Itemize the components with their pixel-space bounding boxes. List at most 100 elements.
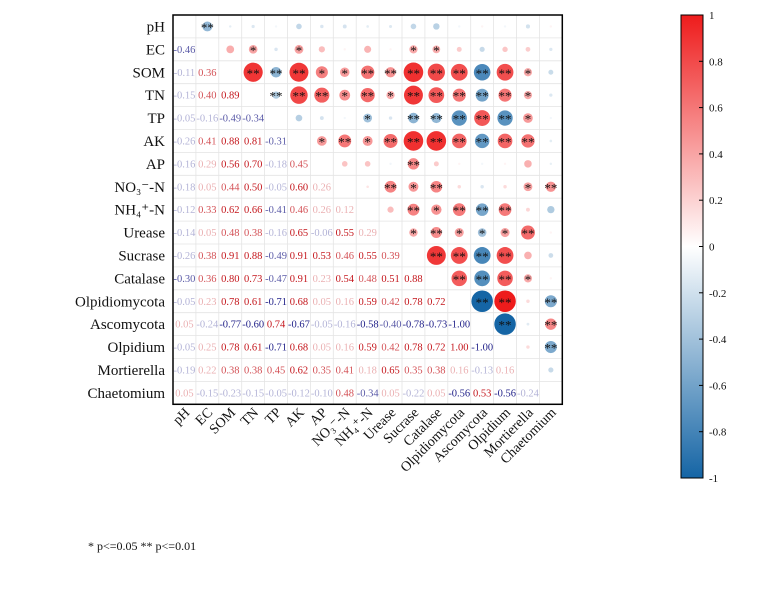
correlation-value: 0.80 <box>221 274 239 285</box>
row-label: Olpidium <box>107 340 165 356</box>
significance-mark: ** <box>430 89 443 104</box>
colorbar-tick-label: 0.2 <box>709 195 723 207</box>
correlation-value: 0.59 <box>358 343 376 354</box>
correlation-circle <box>500 228 510 238</box>
correlation-circle <box>523 68 533 77</box>
correlation-circle <box>389 48 392 51</box>
correlation-value: 0.55 <box>336 228 354 239</box>
significance-mark: ** <box>338 134 351 149</box>
significance-mark: * <box>502 226 509 241</box>
significance-mark: ** <box>453 134 466 149</box>
correlation-circle <box>409 228 418 237</box>
column-label: TP <box>263 405 285 427</box>
significance-mark: ** <box>544 180 557 195</box>
significance-mark: ** <box>521 226 534 241</box>
correlation-value: 0.61 <box>244 343 262 354</box>
significance-mark: * <box>525 89 532 104</box>
colorbar-tick-label: -0.4 <box>709 334 727 346</box>
significance-mark: ** <box>407 203 420 218</box>
significance-mark: ** <box>361 89 374 104</box>
correlation-circle <box>473 63 491 81</box>
correlation-circle <box>389 162 392 166</box>
correlation-circle <box>503 185 507 189</box>
correlation-circle <box>248 45 258 54</box>
significance-mark: ** <box>430 180 443 195</box>
correlation-circle <box>498 203 512 217</box>
correlation-circle <box>433 161 439 167</box>
correlation-value: 0.36 <box>198 274 216 285</box>
correlation-value: 0.05 <box>313 343 331 354</box>
column-label: AK <box>283 406 308 431</box>
matrix-frame <box>172 14 564 406</box>
significance-mark: ** <box>544 341 557 356</box>
correlation-circle <box>289 62 309 82</box>
correlation-circle <box>496 63 514 81</box>
row-label: AK <box>143 134 165 150</box>
correlation-circle <box>497 270 513 287</box>
correlation-circle <box>320 24 324 29</box>
significance-note: * p<=0.05 ** p<=0.01 <box>88 539 197 553</box>
significance-mark: ** <box>384 180 397 195</box>
correlation-value: 0.68 <box>290 343 308 354</box>
correlation-circle <box>526 345 530 349</box>
correlation-circle <box>480 162 484 166</box>
correlation-circle <box>451 110 467 126</box>
matrix-cells: **-0.46 * * * *-0.11 0.36 ** ** ** * * ** ** ** ** ** **… <box>172 14 563 405</box>
correlation-value: 0.26 <box>313 182 331 193</box>
correlation-circle <box>498 88 512 102</box>
correlation-circle <box>549 116 553 120</box>
correlation-value: 0.65 <box>381 365 399 376</box>
significance-mark: ** <box>476 203 489 218</box>
correlation-circle <box>319 116 324 120</box>
correlation-circle <box>526 299 530 303</box>
colorbar-tick-label: 0 <box>709 242 715 254</box>
correlation-value: -0.49 <box>219 114 241 125</box>
correlation-circle <box>432 45 441 54</box>
correlation-value: -0.13 <box>471 365 493 376</box>
correlation-value: 0.42 <box>381 343 399 354</box>
correlation-circle <box>549 139 553 143</box>
correlation-value: 0.29 <box>198 159 216 170</box>
correlation-circle <box>403 85 423 105</box>
correlation-value: -0.16 <box>196 114 218 125</box>
significance-mark: ** <box>499 295 512 310</box>
correlation-value: -0.15 <box>174 91 196 102</box>
row-label: Sucrase <box>118 248 165 264</box>
correlation-circle <box>366 25 369 28</box>
correlation-circle <box>479 46 485 52</box>
significance-mark: ** <box>407 112 420 127</box>
correlation-circle <box>494 290 516 313</box>
correlation-value: 0.35 <box>404 365 422 376</box>
column-label: SOM <box>207 405 239 437</box>
significance-mark: * <box>319 66 326 81</box>
significance-mark: ** <box>453 249 466 264</box>
correlation-value: -0.05 <box>174 343 196 354</box>
significance-mark: * <box>410 43 417 58</box>
correlation-circle <box>523 182 533 192</box>
correlation-value: 0.38 <box>427 365 445 376</box>
significance-mark: ** <box>201 20 214 35</box>
row-label: EC <box>146 42 165 58</box>
correlation-circle <box>226 45 235 54</box>
significance-mark: ** <box>361 66 374 81</box>
correlation-circle <box>314 87 330 103</box>
significance-mark: ** <box>430 134 443 149</box>
correlation-circle <box>494 313 516 335</box>
correlation-circle <box>548 253 554 258</box>
correlation-value: -0.40 <box>380 320 402 331</box>
correlation-circle <box>497 110 513 126</box>
correlation-circle <box>387 206 394 213</box>
correlation-value: -0.18 <box>265 159 287 170</box>
significance-mark: ** <box>453 203 466 218</box>
significance-mark: * <box>319 134 326 149</box>
correlation-circle <box>549 231 553 234</box>
correlation-value: 0.36 <box>198 68 216 79</box>
row-label: Urease <box>123 226 165 242</box>
correlation-circle <box>426 131 447 151</box>
correlation-value: 0.78 <box>404 343 422 354</box>
correlation-circle <box>364 161 371 167</box>
correlation-value: -0.71 <box>265 297 287 308</box>
correlation-circle <box>433 23 440 30</box>
correlation-value: -0.15 <box>196 388 218 399</box>
correlation-value: 0.22 <box>198 365 216 376</box>
